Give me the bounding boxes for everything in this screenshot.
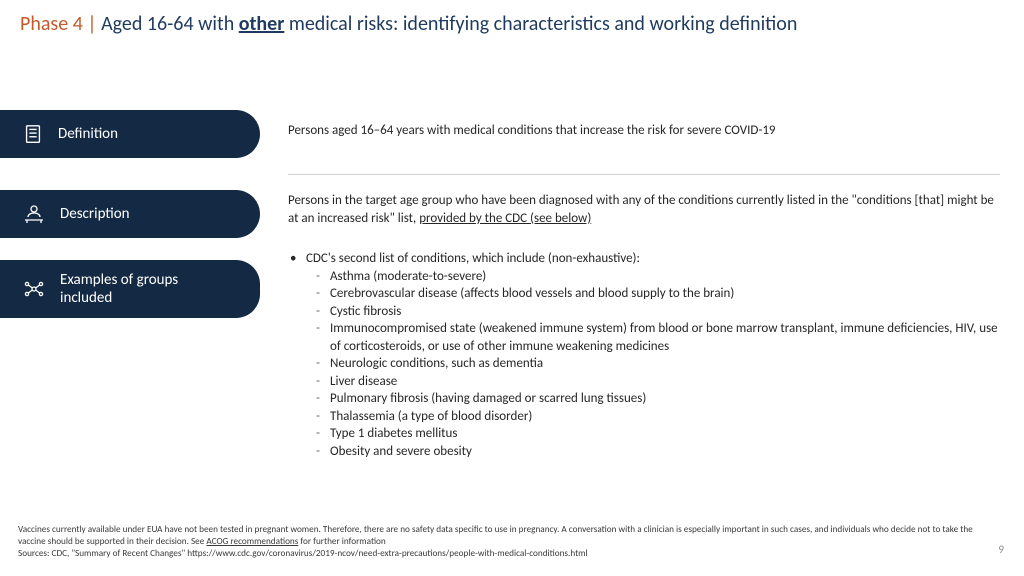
- examples-item: Thalassemia (a type of blood disorder): [316, 408, 1000, 426]
- examples-item: Cystic fibrosis: [316, 303, 1000, 321]
- pill-definition-label: Definition: [58, 125, 118, 143]
- footnote-sources: Sources: CDC, "Summary of Recent Changes…: [18, 548, 588, 559]
- page-number: 9: [998, 543, 1004, 556]
- title-before: Aged 16-64 with: [101, 12, 239, 36]
- pill-description-label: Description: [60, 205, 130, 223]
- pill-examples: Examples of groups included: [0, 260, 260, 318]
- title-underline: other: [239, 12, 285, 36]
- pill-examples-label: Examples of groups included: [60, 271, 178, 307]
- slide: Phase 4 | Aged 16-64 with other medical …: [0, 0, 1024, 576]
- title-phase: Phase 4 |: [20, 12, 101, 36]
- examples-item: Liver disease: [316, 373, 1000, 391]
- description-text: Persons in the target age group who have…: [288, 192, 1000, 227]
- examples-item: Type 1 diabetes mellitus: [316, 425, 1000, 443]
- separator: [288, 174, 1000, 175]
- examples-item: Asthma (moderate-to-severe): [316, 268, 1000, 286]
- definition-text: Persons aged 16–64 years with medical co…: [288, 122, 1000, 140]
- examples-item: Cerebrovascular disease (affects blood v…: [316, 285, 1000, 303]
- pill-definition: Definition: [0, 110, 260, 158]
- examples-list: Asthma (moderate-to-severe)Cerebrovascul…: [316, 268, 1000, 461]
- examples-item: Obesity and severe obesity: [316, 443, 1000, 461]
- pill-description: Description: [0, 190, 260, 238]
- description-before: Persons in the target age group who have…: [288, 193, 994, 226]
- examples-block: CDC's second list of conditions, which i…: [288, 250, 1000, 461]
- footnote-link[interactable]: ACOG recommendations: [206, 536, 298, 547]
- title-after: medical risks: identifying characteristi…: [284, 12, 797, 36]
- title-rest: Aged 16-64 with other medical risks: ide…: [101, 12, 797, 36]
- examples-item: Pulmonary fibrosis (having damaged or sc…: [316, 390, 1000, 408]
- pill-examples-l1: Examples of groups: [60, 271, 178, 289]
- examples-item: Immunocompromised state (weakened immune…: [316, 320, 1000, 355]
- footnote-before: Vaccines currently available under EUA h…: [18, 524, 973, 547]
- network-nodes-icon: [22, 277, 46, 301]
- slide-title: Phase 4 | Aged 16-64 with other medical …: [20, 12, 1004, 36]
- pill-examples-l2: included: [60, 289, 112, 307]
- examples-lead: CDC's second list of conditions, which i…: [290, 250, 1000, 268]
- footnote-after: for further information: [298, 536, 385, 547]
- person-desk-icon: [22, 202, 46, 226]
- document-icon: [22, 123, 44, 145]
- examples-item: Neurologic conditions, such as dementia: [316, 355, 1000, 373]
- footnote: Vaccines currently available under EUA h…: [18, 524, 978, 560]
- description-link[interactable]: provided by the CDC (see below): [419, 211, 591, 226]
